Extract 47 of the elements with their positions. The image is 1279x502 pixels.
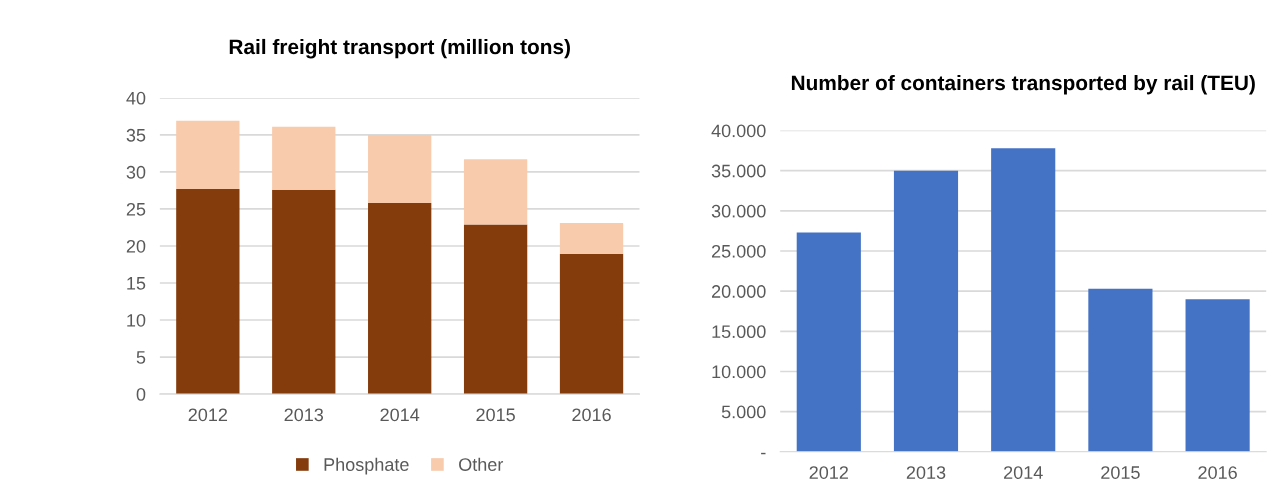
y-tick-label: 40 xyxy=(126,91,146,105)
y-tick-label: 25 xyxy=(126,202,146,216)
x-tick-label: 2013 xyxy=(906,466,946,479)
bar xyxy=(368,134,432,204)
bar xyxy=(463,159,528,225)
y-tick-label: 35.000 xyxy=(711,164,766,178)
y-tick-label: 30 xyxy=(126,165,146,179)
legend-label: Other xyxy=(459,457,504,471)
chart-title: Rail freight transport (million tons) xyxy=(229,38,570,59)
y-tick-label: 10.000 xyxy=(712,365,766,379)
bar xyxy=(463,224,528,395)
x-tick-label: 2013 xyxy=(284,408,324,422)
bar xyxy=(1088,288,1153,452)
bar xyxy=(559,254,624,395)
y-tick-label: 5 xyxy=(136,351,146,364)
y-tick-label: 5.000 xyxy=(721,405,766,419)
y-tick-label: 15 xyxy=(127,277,146,290)
y-tick-label: 35 xyxy=(126,128,146,142)
bar xyxy=(796,232,861,452)
bar xyxy=(559,223,624,255)
bar xyxy=(368,203,432,395)
y-tick-label: 15.000 xyxy=(712,325,766,339)
y-tick-label: 40.000 xyxy=(711,124,766,138)
legend-label: Phosphate xyxy=(324,457,409,475)
bar xyxy=(1185,299,1250,452)
bar xyxy=(176,188,240,395)
bar xyxy=(272,126,336,190)
y-tick-label: 10 xyxy=(127,313,146,327)
y-tick-label: 25.000 xyxy=(711,244,766,258)
x-tick-label: 2015 xyxy=(1101,466,1140,479)
y-tick-label: 20.000 xyxy=(711,285,766,298)
bar xyxy=(176,120,240,189)
bar xyxy=(893,170,959,452)
y-tick-label: 30.000 xyxy=(711,204,766,218)
chart-title: Number of containers transported by rail (TEU) xyxy=(791,74,1255,95)
x-tick-label: 2014 xyxy=(1004,466,1043,479)
x-tick-label: 2014 xyxy=(380,408,420,422)
x-tick-label: 2016 xyxy=(1198,466,1237,479)
x-tick-label: 2015 xyxy=(476,408,515,422)
bar xyxy=(272,189,336,395)
bar xyxy=(991,148,1056,452)
y-tick-label: 0 xyxy=(136,388,146,401)
y-tick-label: 20 xyxy=(126,239,146,253)
y-tick-label: - xyxy=(761,452,766,455)
x-tick-label: 2012 xyxy=(188,408,228,422)
x-tick-label: 2012 xyxy=(809,466,848,479)
x-tick-label: 2016 xyxy=(572,408,611,422)
